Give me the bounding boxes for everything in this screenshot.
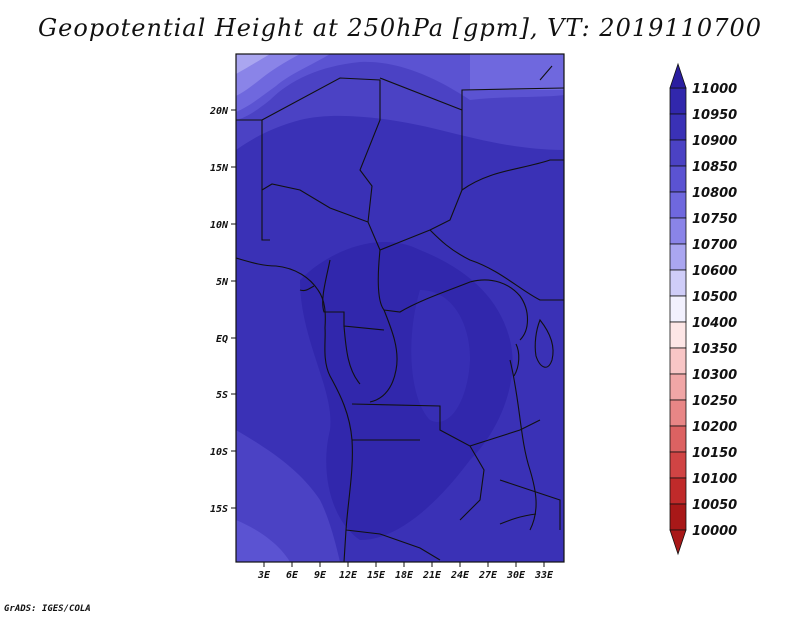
field-band-10600	[236, 54, 270, 74]
lat-label: 10N	[210, 220, 229, 231]
colorbar-segment	[669, 243, 687, 271]
colorbar-level-label: 10600	[692, 264, 737, 279]
colorbar-level-label: 10850	[692, 160, 737, 175]
colorbar-level-label: 10400	[692, 316, 737, 331]
lon-label: 6E	[286, 570, 299, 581]
colorbar-segment	[669, 269, 687, 297]
lon-label: 9E	[314, 570, 327, 581]
lat-label: 5S	[216, 390, 228, 401]
chart-title: Geopotential Height at 250hPa [gpm], VT:…	[38, 14, 762, 42]
colorbar-level-label: 10150	[692, 446, 737, 461]
colorbar-segment	[669, 373, 687, 401]
colorbar-segment	[669, 87, 687, 115]
colorbar-segment	[669, 165, 687, 193]
field-band-sw	[236, 430, 340, 562]
lon-label: 30E	[506, 570, 526, 581]
colorbar-level-label: 10750	[692, 212, 737, 227]
map-frame	[235, 53, 565, 563]
colorbar-level-label: 10250	[692, 394, 737, 409]
colorbar-segment	[669, 425, 687, 453]
lat-label: 15N	[210, 163, 229, 174]
lat-label: 20N	[209, 106, 229, 117]
colorbar-segment	[669, 321, 687, 349]
lon-label: 33E	[534, 570, 554, 581]
boundaries	[236, 65, 564, 562]
map-field	[236, 54, 564, 562]
lon-label: 21E	[422, 570, 442, 581]
colorbar	[669, 62, 687, 556]
colorbar-segment	[669, 503, 687, 531]
lon-label: 18E	[395, 570, 414, 581]
colorbar-labels: 11000 10950 10900 10850 10800 10750 10700 10600…	[692, 82, 737, 539]
axis-ticks	[231, 109, 545, 567]
colorbar-segment	[669, 191, 687, 219]
lon-label: 3E	[257, 570, 271, 581]
credit-text: GrADS: IGES/COLA	[4, 604, 91, 614]
colorbar-segment	[669, 477, 687, 505]
colorbar-level-label: 10950	[692, 108, 737, 123]
colorbar-bottom-arrow	[669, 529, 687, 556]
colorbar-segment	[669, 139, 687, 167]
colorbar-level-label: 10500	[692, 290, 737, 305]
colorbar-level-label: 11000	[692, 82, 737, 97]
field-band-ne	[470, 54, 564, 90]
lat-label: 10S	[210, 447, 228, 458]
lat-labels: 20N 15N 10N 5N EQ 5S 10S 15S	[209, 106, 229, 515]
colorbar-top-arrow	[669, 62, 687, 89]
lat-label: EQ	[216, 334, 228, 345]
lon-label: 24E	[450, 570, 470, 581]
colorbar-level-label: 10200	[692, 420, 737, 435]
colorbar-segment	[669, 217, 687, 245]
lat-label: 15S	[210, 504, 228, 515]
colorbar-level-label: 10100	[692, 472, 737, 487]
colorbar-level-label: 10700	[692, 238, 737, 253]
colorbar-level-label: 10300	[692, 368, 737, 383]
colorbar-segment	[669, 347, 687, 375]
lat-label: 5N	[216, 277, 229, 288]
colorbar-level-label: 10050	[692, 498, 737, 513]
colorbar-level-label: 10000	[692, 524, 737, 539]
colorbar-level-label: 10350	[692, 342, 737, 357]
colorbar-level-label: 10900	[692, 134, 737, 149]
lon-label: 15E	[367, 570, 386, 581]
colorbar-segment	[669, 113, 687, 141]
colorbar-segment	[669, 295, 687, 323]
field-core-inner	[411, 290, 470, 422]
lon-label: 27E	[478, 570, 498, 581]
lon-label: 12E	[339, 570, 358, 581]
field-band-sw2	[236, 520, 290, 562]
colorbar-segment	[669, 399, 687, 427]
lon-labels: 3E 6E 9E 12E 15E 18E 21E 24E 27E 30E 33E	[257, 570, 554, 581]
colorbar-segment	[669, 451, 687, 479]
colorbar-level-label: 10800	[692, 186, 737, 201]
